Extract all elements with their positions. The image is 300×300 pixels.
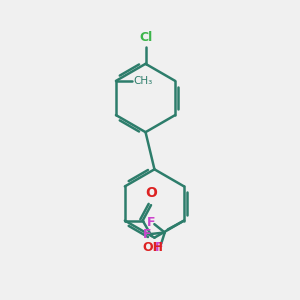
Text: Cl: Cl [139, 32, 152, 44]
Text: F: F [154, 241, 163, 254]
Text: OH: OH [142, 242, 164, 254]
Text: F: F [147, 216, 156, 229]
Text: F: F [143, 228, 152, 242]
Text: O: O [146, 186, 158, 200]
Text: CH₃: CH₃ [133, 76, 152, 86]
